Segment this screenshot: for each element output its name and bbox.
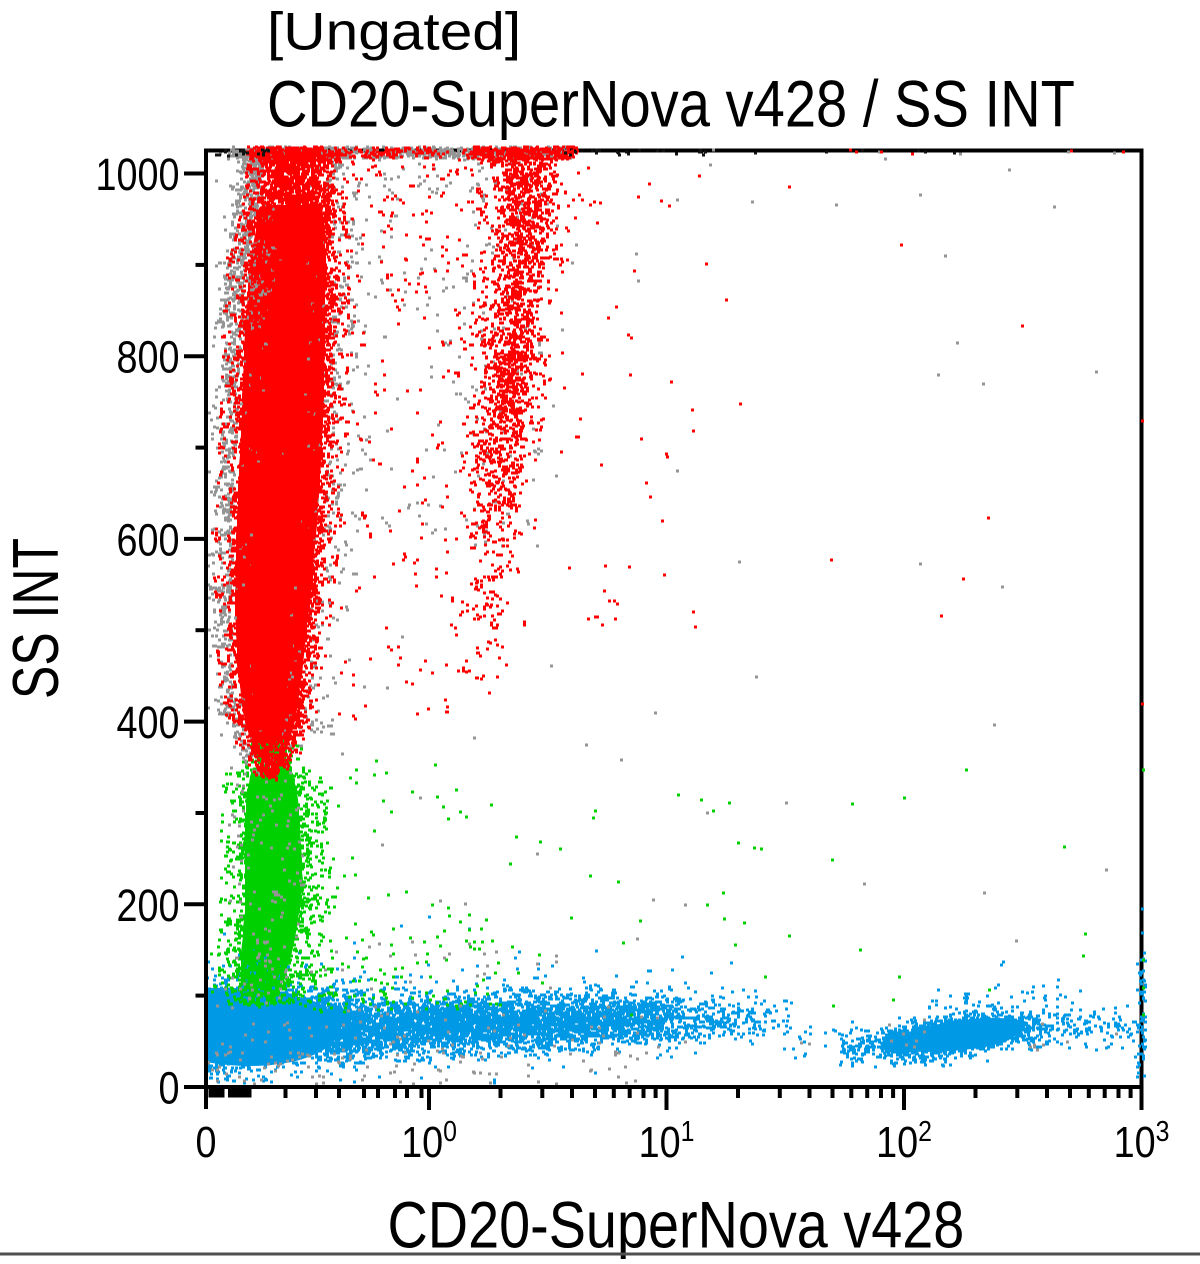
svg-text:[Ungated]: [Ungated] [267, 1, 521, 61]
svg-text:CD20-SuperNova v428 / SS INT: CD20-SuperNova v428 / SS INT [267, 67, 1075, 140]
svg-text:1000: 1000 [96, 149, 180, 200]
svg-text:400: 400 [117, 697, 180, 748]
svg-text:0: 0 [159, 1062, 180, 1113]
svg-text:600: 600 [117, 514, 180, 565]
svg-text:200: 200 [117, 880, 180, 931]
svg-text:0: 0 [196, 1117, 217, 1166]
svg-text:100: 100 [401, 1115, 457, 1167]
svg-text:101: 101 [639, 1115, 695, 1167]
svg-text:800: 800 [117, 332, 180, 383]
svg-text:CD20-SuperNova v428: CD20-SuperNova v428 [388, 1188, 965, 1259]
svg-text:SS INT: SS INT [0, 538, 73, 699]
